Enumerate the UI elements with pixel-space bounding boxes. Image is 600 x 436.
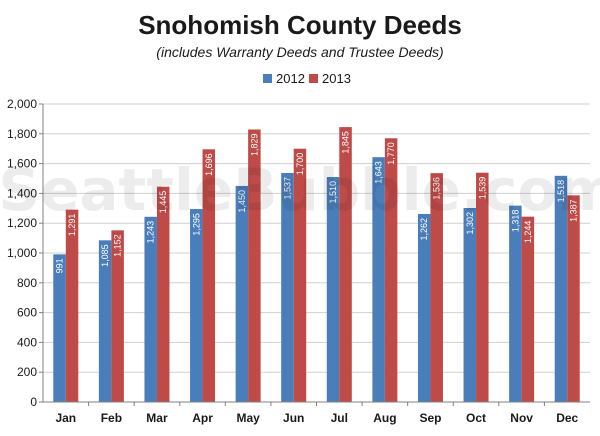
data-label: 1,696 xyxy=(204,153,214,176)
x-tick-label: Mar xyxy=(146,411,168,425)
watermark: SeattleBubble.com xyxy=(0,156,600,224)
bar-2012-oct xyxy=(463,208,477,402)
bar-2012-sep xyxy=(417,213,431,402)
data-label: 1,829 xyxy=(249,133,259,156)
x-tick-label: Nov xyxy=(510,411,533,425)
legend-swatch-2012 xyxy=(263,74,272,83)
x-axis-ticks: Jan Feb Mar Apr May Jun Jul Aug Sep Oct Nov Dec xyxy=(55,402,579,425)
bar-2013-aug xyxy=(384,138,398,402)
data-label: 1,243 xyxy=(146,221,156,244)
data-label: 1,152 xyxy=(113,234,123,257)
x-tick-label: Oct xyxy=(466,411,486,425)
data-label: 1,537 xyxy=(282,177,292,200)
y-tick-label: 1,200 xyxy=(7,216,37,230)
y-tick-label: 1,800 xyxy=(7,127,37,141)
y-axis-ticks: 0 200 400 600 800 1,000 1,200 1,400 1,600 1,800 2,… xyxy=(7,97,43,409)
x-tick-label: May xyxy=(236,411,260,425)
data-label: 1,387 xyxy=(568,199,578,222)
data-label: 1,445 xyxy=(158,191,168,214)
data-label: 1,643 xyxy=(374,161,384,184)
x-tick-label: Jul xyxy=(331,411,348,425)
bar-2012-jul xyxy=(326,177,340,402)
x-tick-label: Jan xyxy=(55,411,76,425)
y-tick-label: 1,600 xyxy=(7,157,37,171)
x-tick-label: Dec xyxy=(556,411,578,425)
bar-2013-dec xyxy=(567,195,580,402)
bar-2012-nov xyxy=(509,205,522,402)
data-label: 1,518 xyxy=(556,180,566,203)
legend-label-2012: 2012 xyxy=(276,71,305,86)
data-label: 1,536 xyxy=(432,177,442,200)
bar-2013-oct xyxy=(476,172,489,402)
data-label: 991 xyxy=(55,258,65,273)
bar-2013-jun xyxy=(293,148,307,402)
data-label: 1,450 xyxy=(237,190,247,213)
y-tick-label: 0 xyxy=(30,395,37,409)
data-label: 1,318 xyxy=(510,210,520,233)
y-tick-label: 800 xyxy=(17,276,37,290)
legend-swatch-2013 xyxy=(309,74,318,83)
bar-2013-jan xyxy=(65,209,79,402)
data-label: 1,244 xyxy=(523,221,533,244)
x-tick-label: Feb xyxy=(101,411,122,425)
bar-2012-jun xyxy=(281,172,294,402)
bar-2013-apr xyxy=(202,149,216,402)
x-tick-label: Sep xyxy=(419,411,441,425)
chart-subtitle: (includes Warranty Deeds and Trustee Dee… xyxy=(156,44,443,60)
bar-2012-jan xyxy=(53,254,66,402)
x-tick-label: Aug xyxy=(373,411,396,425)
data-label: 1,295 xyxy=(191,213,201,236)
y-tick-label: 200 xyxy=(17,365,37,379)
bar-2012-aug xyxy=(372,157,385,402)
y-tick-label: 400 xyxy=(17,335,37,349)
y-tick-label: 600 xyxy=(17,306,37,320)
data-label: 1,510 xyxy=(328,181,338,204)
data-label: 1,770 xyxy=(386,142,396,165)
data-label: 1,302 xyxy=(465,212,475,235)
gridlines xyxy=(43,103,590,403)
legend-label-2013: 2013 xyxy=(322,71,351,86)
y-tick-label: 1,000 xyxy=(7,246,37,260)
legend: 2012 2013 xyxy=(263,71,351,86)
bar-2013-may xyxy=(248,129,261,402)
y-tick-label: 1,400 xyxy=(7,186,37,200)
chart-title: Snohomish County Deeds xyxy=(138,10,462,40)
x-tick-label: Apr xyxy=(192,411,213,425)
x-tick-label: Jun xyxy=(283,411,304,425)
bar-2012-apr xyxy=(190,209,203,402)
bar-2013-nov xyxy=(521,216,535,402)
data-label: 1,291 xyxy=(67,214,77,237)
bar-2013-sep xyxy=(430,173,443,402)
data-label: 1,085 xyxy=(100,244,110,267)
bar-2012-may xyxy=(235,185,249,402)
y-tick-label: 2,000 xyxy=(7,97,37,111)
bar-2012-mar xyxy=(144,216,157,402)
data-label: 1,262 xyxy=(419,218,429,241)
bar-2013-jul xyxy=(339,127,352,402)
bar-2013-feb xyxy=(111,230,124,402)
bar-2012-dec xyxy=(554,175,568,402)
data-label: 1,700 xyxy=(295,153,305,176)
bar-2013-mar xyxy=(156,186,170,402)
bar-2012-feb xyxy=(98,240,112,402)
data-label: 1,845 xyxy=(341,131,351,154)
data-label: 1,539 xyxy=(477,177,487,200)
